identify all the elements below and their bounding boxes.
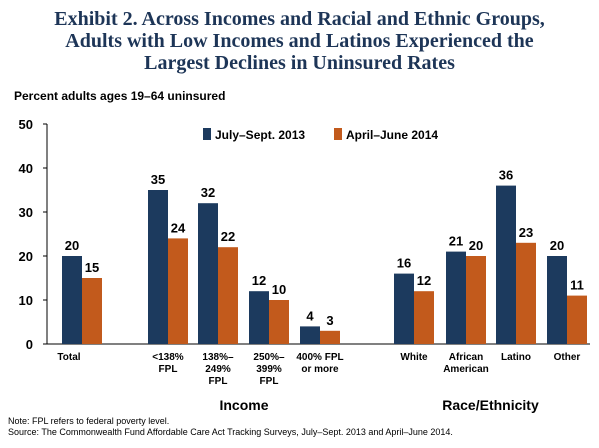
data-label: 4 <box>306 308 314 323</box>
data-label: 16 <box>397 256 411 271</box>
chart-subtitle: Percent adults ages 19–64 uninsured <box>14 89 226 103</box>
x-tick-label: Other <box>554 352 581 363</box>
data-label: 15 <box>85 260 99 275</box>
data-label: 20 <box>65 238 79 253</box>
data-label: 3 <box>326 313 333 328</box>
bar-series-1 <box>198 203 218 344</box>
x-tick-label: <138% <box>152 352 184 363</box>
bar-series-2 <box>567 295 587 344</box>
data-label: 22 <box>221 229 235 244</box>
bar-series-1 <box>547 256 567 344</box>
y-tick-label: 0 <box>26 337 33 352</box>
data-label: 12 <box>252 273 266 288</box>
y-tick-label: 40 <box>19 161 33 176</box>
y-tick-label: 20 <box>19 249 33 264</box>
title-line-2: Adults with Low Incomes and Latinos Expe… <box>65 30 534 52</box>
x-tick-label: 400% FPL <box>296 352 343 363</box>
data-label: 12 <box>417 273 431 288</box>
x-tick-label: 138%– <box>202 352 234 363</box>
x-tick-label: FPL <box>209 376 228 387</box>
legend-swatch <box>334 128 342 140</box>
bar-series-1 <box>148 190 168 344</box>
x-tick-label: White <box>400 352 428 363</box>
title-line-3: Largest Declines in Uninsured Rates <box>144 52 455 74</box>
x-tick-label: FPL <box>260 376 279 387</box>
data-label: 20 <box>550 238 564 253</box>
bar-series-2 <box>320 330 340 344</box>
bar-series-2 <box>269 300 289 344</box>
footer: Note: FPL refers to federal poverty leve… <box>8 416 453 438</box>
data-label: 21 <box>449 234 463 249</box>
y-tick-label: 50 <box>19 117 33 132</box>
legend-swatch <box>203 128 211 140</box>
bar-series-2 <box>466 256 486 344</box>
x-tick-label: Total <box>57 352 80 363</box>
footer-source: Source: The Commonwealth Fund Affordable… <box>8 427 453 437</box>
legend-label: July–Sept. 2013 <box>215 128 305 142</box>
y-tick-label: 10 <box>19 293 33 308</box>
y-tick-label: 30 <box>19 205 33 220</box>
bar-series-1 <box>249 291 269 344</box>
data-label: 11 <box>570 278 584 293</box>
data-label: 10 <box>272 282 286 297</box>
data-label: 32 <box>201 185 215 200</box>
footer-note: Note: FPL refers to federal poverty leve… <box>8 416 170 426</box>
bar-series-1 <box>446 251 466 344</box>
data-label: 20 <box>469 238 483 253</box>
group-label: Race/Ethnicity <box>442 397 539 413</box>
x-tick-label: FPL <box>159 364 178 375</box>
data-label: 24 <box>171 220 186 235</box>
x-tick-label: 399% <box>256 364 282 375</box>
bar-series-1 <box>394 273 414 344</box>
data-label: 23 <box>519 225 533 240</box>
bar-series-1 <box>300 326 320 344</box>
x-tick-label: African <box>449 352 483 363</box>
x-tick-label: 249% <box>205 364 231 375</box>
bar-series-1 <box>62 256 82 344</box>
x-tick-label: or more <box>301 364 339 375</box>
x-tick-label: 250%– <box>253 352 285 363</box>
bar-series-2 <box>516 242 536 344</box>
bar-series-2 <box>82 278 102 344</box>
bar-series-1 <box>496 185 516 344</box>
data-label: 36 <box>499 168 513 183</box>
data-label: 35 <box>151 172 165 187</box>
legend-label: April–June 2014 <box>346 128 438 142</box>
x-tick-label: Latino <box>501 352 531 363</box>
chart-title: Exhibit 2. Across Incomes and Racial and… <box>0 8 599 74</box>
x-tick-label: American <box>443 364 489 375</box>
bar-series-2 <box>168 238 188 344</box>
bar-series-2 <box>218 247 238 344</box>
title-line-1: Exhibit 2. Across Incomes and Racial and… <box>54 8 545 30</box>
bar-series-2 <box>414 291 434 344</box>
group-label: Income <box>219 397 268 413</box>
